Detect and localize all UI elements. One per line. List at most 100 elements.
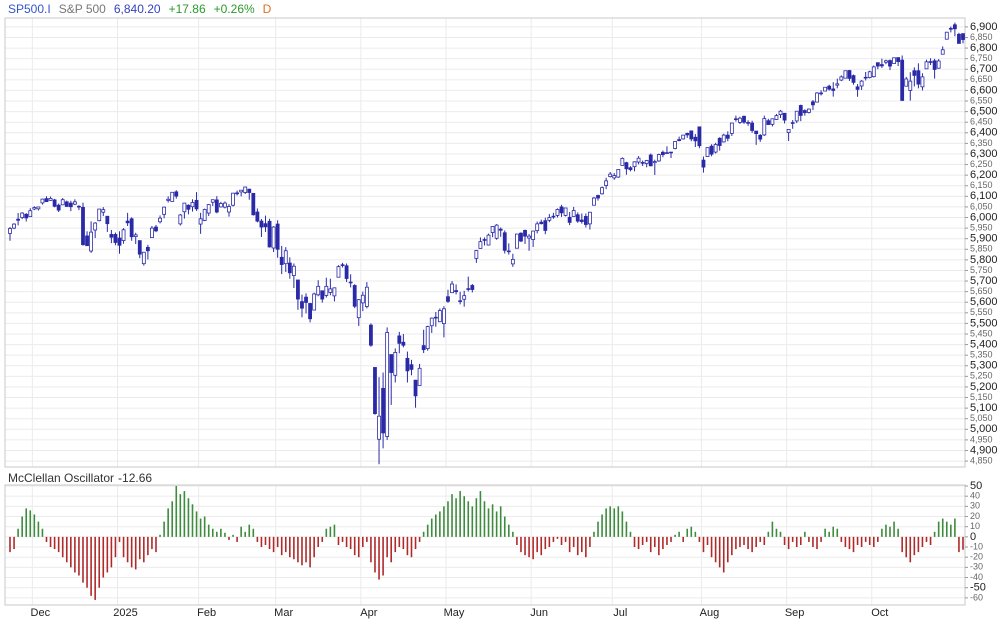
candle-body xyxy=(778,110,783,115)
candle-body xyxy=(150,227,154,239)
bar xyxy=(475,498,478,537)
bar xyxy=(13,536,15,550)
x-tick-label: Feb xyxy=(197,607,216,619)
candle-body xyxy=(344,265,349,279)
bar xyxy=(682,536,684,542)
candle-body xyxy=(563,207,568,216)
candle-body xyxy=(802,110,807,114)
bar xyxy=(414,536,417,550)
bar xyxy=(171,501,174,537)
bar xyxy=(41,528,44,537)
candle-body xyxy=(519,232,523,242)
candle-body xyxy=(632,161,637,168)
candle-body xyxy=(798,105,803,116)
candle-body xyxy=(932,60,937,70)
candle-body xyxy=(320,290,325,300)
bar xyxy=(828,531,830,537)
bar xyxy=(568,536,571,553)
grid xyxy=(5,18,965,605)
candle-body xyxy=(389,354,394,373)
bar xyxy=(211,528,214,537)
candle-body xyxy=(316,285,321,296)
candle-body xyxy=(328,288,333,293)
bar xyxy=(183,491,186,537)
bar xyxy=(151,536,153,550)
candle-body xyxy=(24,213,29,219)
x-tick-label: Apr xyxy=(360,607,377,619)
bar xyxy=(325,528,328,537)
candle-body xyxy=(129,218,134,238)
bar xyxy=(787,536,790,550)
y-tick-label: 6,550 xyxy=(970,95,993,105)
bar xyxy=(751,536,753,553)
bar xyxy=(220,528,222,537)
bar xyxy=(301,536,303,566)
bar xyxy=(893,521,895,537)
bar xyxy=(53,536,56,550)
y-tick-label: 6,100 xyxy=(970,190,998,202)
candle-body xyxy=(72,201,77,205)
bar xyxy=(362,536,364,548)
bar xyxy=(236,536,238,542)
bar xyxy=(272,536,275,553)
bar xyxy=(406,536,409,556)
candle-body xyxy=(162,206,167,215)
y-tick-label: 5,950 xyxy=(970,222,993,232)
bar xyxy=(191,504,194,537)
bar xyxy=(394,536,397,553)
candle-body xyxy=(255,211,260,222)
bar xyxy=(670,536,672,542)
bar xyxy=(187,498,190,537)
candle-body xyxy=(223,202,227,208)
candle-body xyxy=(198,218,203,225)
candle-body xyxy=(474,250,479,259)
candle-body xyxy=(364,286,369,307)
candle-body xyxy=(725,134,730,139)
y-tick-label: 6,800 xyxy=(970,42,998,54)
candle-body xyxy=(547,217,552,221)
y-tick-label: 6,850 xyxy=(970,32,993,42)
bar xyxy=(690,526,693,537)
candle-body xyxy=(786,129,791,133)
x-tick-label: Sep xyxy=(785,607,805,619)
candle-body xyxy=(77,205,81,208)
candle-body xyxy=(348,281,353,284)
candle-body xyxy=(948,27,953,30)
bar xyxy=(276,536,279,548)
candle-body xyxy=(275,223,280,250)
bar xyxy=(921,536,924,548)
candle-body xyxy=(48,198,53,201)
bar xyxy=(268,536,271,550)
candle-body xyxy=(458,300,463,302)
candle-body xyxy=(535,223,540,232)
candle-body xyxy=(616,169,621,178)
y-tick-label: 6,350 xyxy=(970,138,993,148)
candle-body xyxy=(194,199,199,210)
y-tick-label: 6,600 xyxy=(970,84,998,96)
y-tick-label: 6,900 xyxy=(970,21,998,33)
candle-body xyxy=(734,118,738,121)
bar xyxy=(954,518,956,537)
candle-body xyxy=(888,60,892,67)
bar xyxy=(451,494,453,537)
y-tick-label: -60 xyxy=(970,592,983,602)
bar xyxy=(228,536,230,540)
bar xyxy=(649,536,652,553)
candle-body xyxy=(425,326,430,350)
bar xyxy=(240,526,242,537)
candle-body xyxy=(442,308,446,325)
candle-body xyxy=(494,224,499,239)
candle-body xyxy=(762,118,767,136)
candle-body xyxy=(466,288,471,290)
candle-body xyxy=(137,240,142,255)
candle-body xyxy=(133,234,138,237)
candle-body xyxy=(291,265,296,276)
y-tick-label: 6,250 xyxy=(970,159,993,169)
candle-body xyxy=(360,294,365,304)
bar xyxy=(625,521,628,537)
candle-body xyxy=(68,202,73,208)
candle-body xyxy=(961,33,965,40)
candle-body xyxy=(247,188,252,193)
bar xyxy=(722,536,725,573)
candle-body xyxy=(579,219,584,222)
